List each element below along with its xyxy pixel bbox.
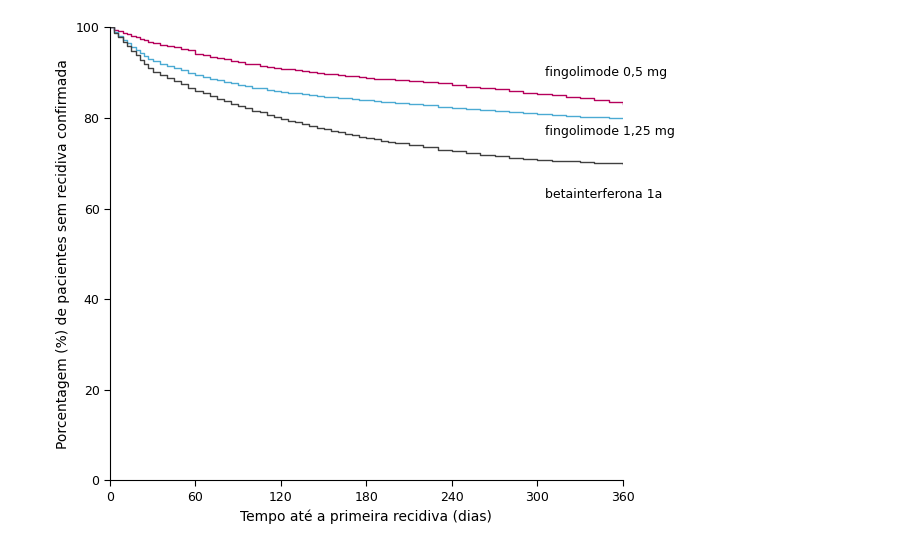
X-axis label: Tempo até a primeira recidiva (dias): Tempo até a primeira recidiva (dias) [241, 509, 492, 524]
Y-axis label: Porcentagem (%) de pacientes sem recidiva confirmada: Porcentagem (%) de pacientes sem recidiv… [56, 59, 70, 449]
Text: fingolimode 1,25 mg: fingolimode 1,25 mg [544, 125, 674, 138]
Text: betainterferona 1a: betainterferona 1a [544, 188, 662, 201]
Text: fingolimode 0,5 mg: fingolimode 0,5 mg [544, 66, 667, 79]
